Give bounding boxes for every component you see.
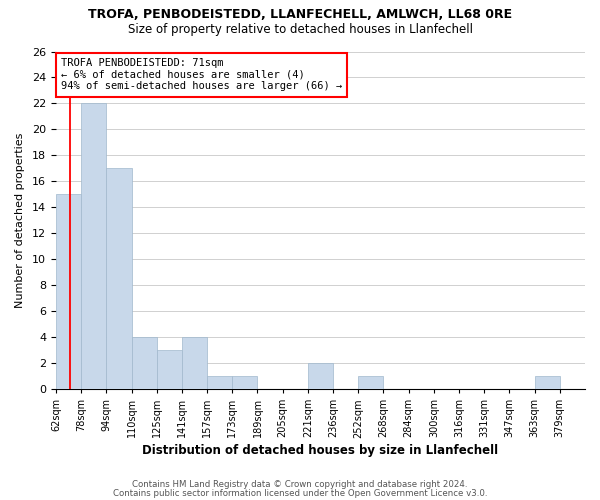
- Y-axis label: Number of detached properties: Number of detached properties: [15, 132, 25, 308]
- Bar: [56, 194, 81, 389]
- Bar: [182, 337, 207, 389]
- Text: TROFA PENBODEISTEDD: 71sqm
← 6% of detached houses are smaller (4)
94% of semi-d: TROFA PENBODEISTEDD: 71sqm ← 6% of detac…: [61, 58, 342, 92]
- Bar: [358, 376, 383, 389]
- Bar: [157, 350, 182, 389]
- Bar: [308, 363, 333, 389]
- X-axis label: Distribution of detached houses by size in Llanfechell: Distribution of detached houses by size …: [142, 444, 499, 458]
- Text: Size of property relative to detached houses in Llanfechell: Size of property relative to detached ho…: [128, 22, 473, 36]
- Bar: [207, 376, 232, 389]
- Bar: [81, 104, 106, 389]
- Bar: [535, 376, 560, 389]
- Bar: [131, 337, 157, 389]
- Bar: [106, 168, 131, 389]
- Text: Contains public sector information licensed under the Open Government Licence v3: Contains public sector information licen…: [113, 489, 487, 498]
- Text: Contains HM Land Registry data © Crown copyright and database right 2024.: Contains HM Land Registry data © Crown c…: [132, 480, 468, 489]
- Bar: [232, 376, 257, 389]
- Text: TROFA, PENBODEISTEDD, LLANFECHELL, AMLWCH, LL68 0RE: TROFA, PENBODEISTEDD, LLANFECHELL, AMLWC…: [88, 8, 512, 20]
